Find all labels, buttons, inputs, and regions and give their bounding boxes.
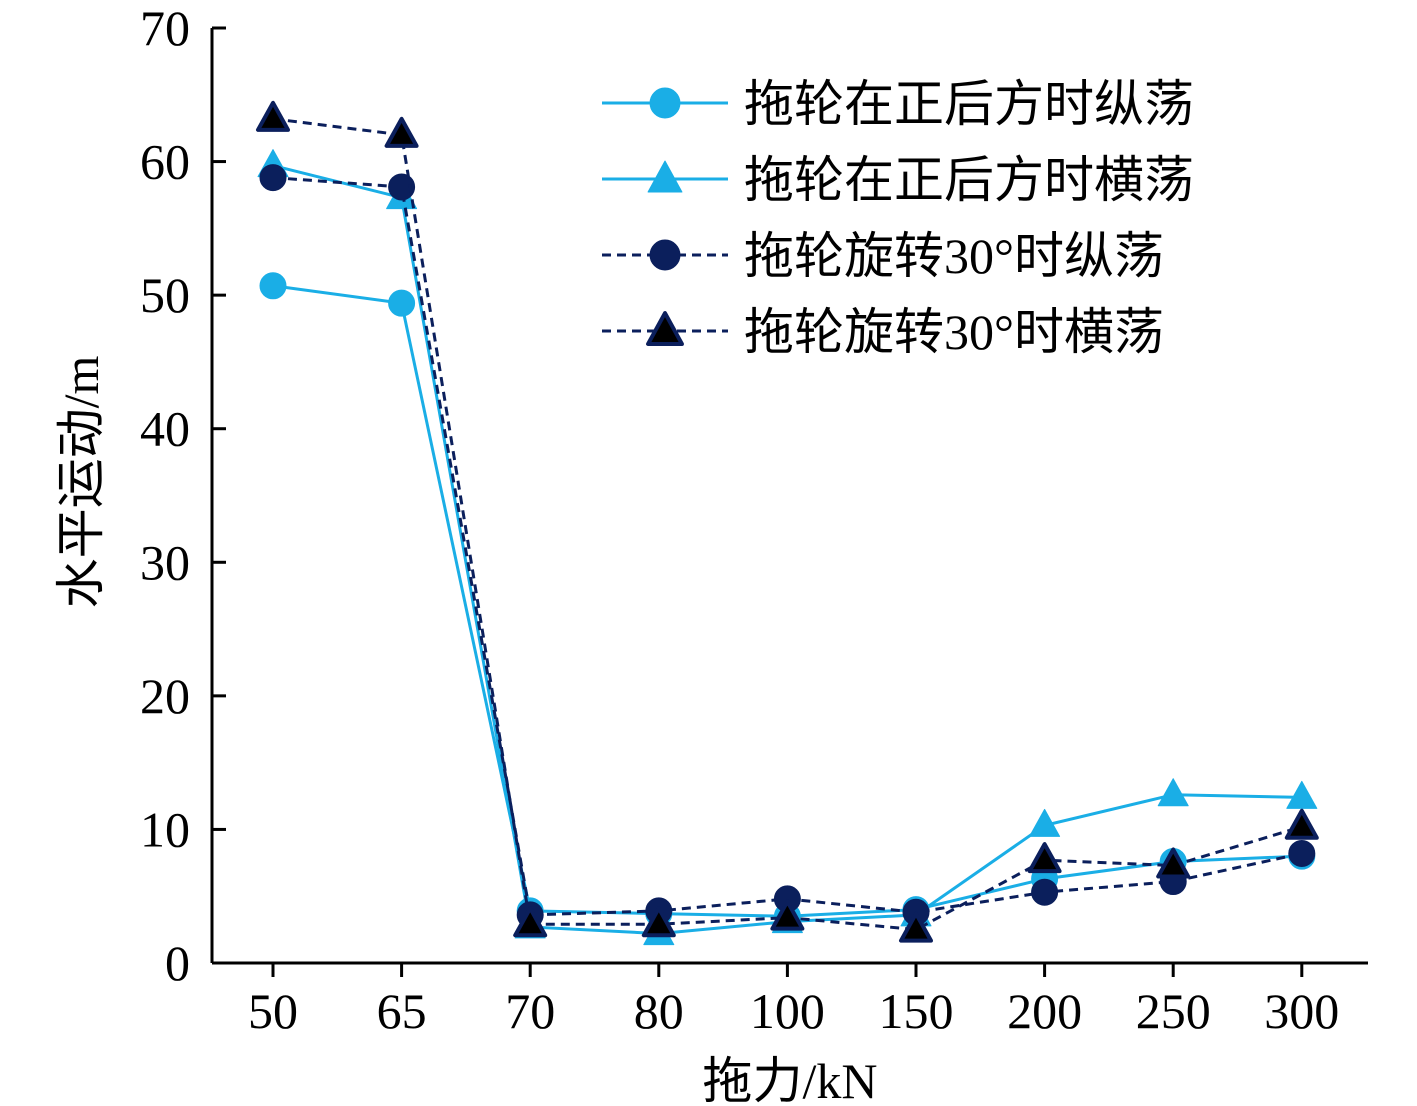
legend-marker [647, 160, 683, 193]
x-tick-label: 70 [505, 983, 555, 1039]
data-point [388, 289, 416, 317]
data-point [259, 164, 287, 192]
legend-label: 拖轮在正后方时纵荡 [744, 76, 1194, 132]
data-point [1286, 780, 1318, 809]
data-point [899, 911, 933, 943]
y-tick-label: 60 [140, 134, 190, 190]
series-4 [256, 100, 1319, 943]
data-point [1156, 847, 1191, 879]
data-point [384, 116, 419, 148]
x-tick-label: 150 [879, 983, 954, 1039]
data-point [388, 173, 416, 201]
x-tick-label: 100 [750, 983, 825, 1039]
y-tick-label: 20 [140, 668, 190, 724]
y-tick-label: 40 [140, 401, 190, 457]
data-point [1031, 878, 1059, 906]
x-tick-label: 250 [1136, 983, 1211, 1039]
data-point [1284, 808, 1319, 840]
legend-label: 拖轮旋转30°时纵荡 [744, 228, 1164, 284]
axes: 0 10 20 30 40 50 60 70 50 65 70 80 100 150 200 250 300 [140, 0, 1368, 1039]
data-point [770, 899, 805, 931]
y-axis-title: 水平运动/m [53, 356, 109, 609]
legend-label: 拖轮在正后方时横荡 [744, 152, 1194, 208]
data-point [256, 100, 290, 132]
series-1 [259, 272, 1316, 930]
y-tick-label: 50 [140, 267, 190, 323]
series-layer [256, 100, 1319, 946]
legend-marker [649, 87, 681, 119]
data-point [1029, 808, 1061, 837]
x-tick-label: 50 [248, 983, 298, 1039]
x-tick-label: 65 [377, 983, 427, 1039]
legend-item: 拖轮旋转30°时纵荡 [602, 228, 1164, 284]
y-tick-label: 10 [140, 801, 190, 857]
data-point [259, 272, 287, 300]
y-tick-label: 70 [140, 0, 190, 56]
x-tick-label: 300 [1264, 983, 1339, 1039]
data-point [1027, 842, 1062, 874]
data-point [513, 906, 548, 938]
series-line [272, 284, 1302, 918]
data-point [641, 906, 676, 938]
data-point [1157, 778, 1189, 807]
legend-marker [649, 239, 681, 271]
x-tick-label: 200 [1007, 983, 1082, 1039]
y-tick-label: 30 [140, 534, 190, 590]
y-tick-label: 0 [165, 935, 190, 991]
legend-item: 拖轮在正后方时纵荡 [602, 76, 1194, 132]
legend-marker [646, 311, 684, 346]
legend-item: 拖轮旋转30°时横荡 [602, 304, 1164, 360]
data-point [1288, 839, 1316, 867]
x-axis-title: 拖力/kN [703, 1053, 878, 1106]
series-3 [259, 164, 1316, 929]
legend-label: 拖轮旋转30°时横荡 [744, 304, 1164, 360]
x-tick-label: 80 [634, 983, 684, 1039]
legend-item: 拖轮在正后方时横荡 [602, 152, 1194, 208]
